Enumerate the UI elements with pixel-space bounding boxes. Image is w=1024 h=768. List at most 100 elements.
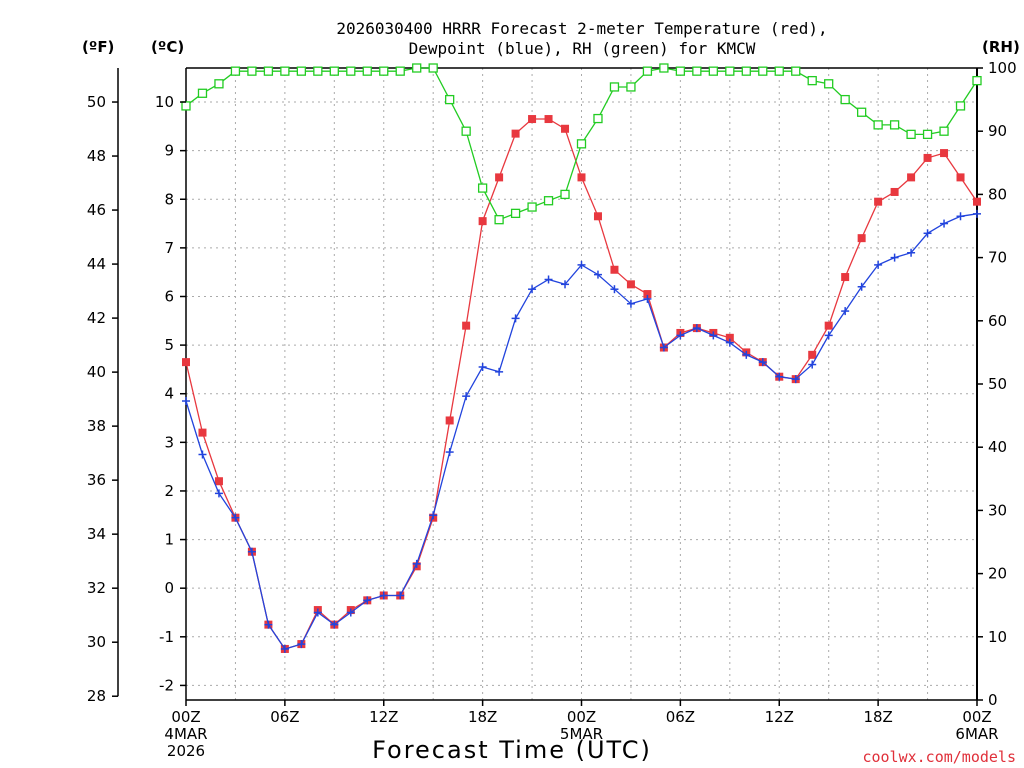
rh-tick-label: 30 [988, 501, 1007, 519]
temperature-point [626, 280, 635, 289]
rh-tick-label: 50 [988, 375, 1007, 393]
dewpoint-point [923, 229, 932, 238]
dewpoint-point [775, 372, 784, 381]
dewpoint-point [379, 591, 388, 600]
dewpoint-point [577, 260, 586, 269]
temperature-point [462, 321, 471, 330]
temperature-point [561, 124, 570, 133]
rh-tick-label: 0 [988, 691, 998, 709]
rh-point [329, 66, 339, 76]
rh-point [181, 101, 191, 111]
temperature-point [874, 197, 883, 206]
dewpoint-point [445, 448, 454, 457]
dewpoint-point [478, 362, 487, 371]
rh-point [972, 75, 982, 86]
fahrenheit-tick-label: 34 [87, 525, 106, 543]
temperature-point [940, 149, 949, 158]
fahrenheit-tick-label: 50 [87, 93, 106, 111]
rh-point [412, 63, 422, 73]
rh-tick-label: 10 [988, 628, 1007, 646]
rh-point [395, 66, 405, 76]
rh-point [346, 66, 356, 76]
temperature-point [923, 153, 932, 162]
rh-point [774, 66, 784, 76]
temperature-point [808, 350, 817, 359]
dewpoint-point [396, 591, 405, 600]
dewpoint-point [511, 314, 520, 323]
x-tick-label: 12Z [369, 708, 398, 726]
celsius-tick-label: 4 [164, 385, 174, 403]
celsius-tick-label: 8 [164, 190, 174, 208]
fahrenheit-tick-label: 32 [87, 579, 106, 597]
temperature-point [824, 321, 833, 330]
dewpoint-point [363, 596, 372, 605]
dewpoint-point [412, 559, 421, 568]
dewpoint-point [198, 450, 207, 459]
rh-point [824, 79, 834, 89]
dewpoint-point [330, 620, 339, 629]
dewpoint-point [593, 270, 602, 279]
dewpoint-point [626, 299, 635, 308]
unit-label-celsius: (ºC) [151, 38, 184, 56]
celsius-tick-label: 9 [164, 142, 174, 160]
dewpoint-point [742, 350, 751, 359]
dewpoint-point [610, 285, 619, 294]
rh-point [477, 183, 488, 193]
rh-point [791, 66, 801, 76]
dewpoint-point [313, 608, 322, 617]
temperature-point [544, 115, 553, 124]
rh-point [840, 94, 850, 105]
fahrenheit-tick-label: 48 [87, 147, 106, 165]
rh-point [296, 66, 307, 76]
x-tick-label: 00Z [171, 708, 200, 726]
dewpoint-point [890, 253, 899, 262]
rh-point [576, 139, 587, 149]
fahrenheit-tick-label: 36 [87, 471, 106, 489]
rh-point [692, 66, 702, 76]
rh-point [922, 129, 933, 140]
credit-text[interactable]: coolwx.com/models [862, 748, 1016, 766]
rh-point [494, 215, 504, 225]
celsius-tick-label: 3 [164, 433, 174, 451]
temperature-point [478, 217, 487, 226]
dewpoint-point [973, 209, 981, 218]
fahrenheit-tick-label: 38 [87, 417, 106, 435]
rh-point [197, 88, 208, 98]
dewpoint-point [495, 367, 504, 376]
temperature-point [725, 333, 734, 342]
rh-point [807, 75, 817, 86]
tick-labels: 283032343638404244464850-2-1012345678910… [87, 59, 1017, 760]
x-tick-date-label: 6MAR [955, 725, 998, 743]
rh-point [428, 63, 438, 73]
dewpoint-point [214, 489, 223, 498]
rh-point [543, 196, 554, 206]
dewpoint-point [429, 511, 438, 520]
rh-tick-label: 70 [988, 249, 1007, 267]
chart-title-line1: 2026030400 HRRR Forecast 2-meter Tempera… [336, 19, 827, 38]
rh-point [247, 66, 257, 76]
grid-lines [186, 68, 977, 700]
x-tick-label: 18Z [863, 708, 892, 726]
dewpoint-point [808, 360, 817, 369]
fahrenheit-tick-label: 42 [87, 309, 106, 327]
series-layer [181, 63, 982, 653]
x-tick-date-label: 4MAR [164, 725, 207, 743]
dewpoint-point [231, 513, 240, 522]
temperature-point [610, 265, 619, 274]
rh-point [379, 66, 389, 76]
rh-point [461, 126, 471, 136]
x-tick-label: 12Z [765, 708, 794, 726]
dewpoint-point [462, 392, 471, 401]
rh-point [280, 66, 290, 76]
unit-label-rh: (RH) [982, 38, 1020, 56]
dewpoint-point [758, 358, 767, 367]
x-tick-date-label: 5MAR [560, 725, 603, 743]
chart-title-line2: Dewpoint (blue), RH (green) for KMCW [409, 39, 756, 58]
rh-tick-label: 90 [988, 122, 1007, 140]
rh-point [626, 82, 636, 92]
rh-point [939, 126, 949, 136]
fahrenheit-tick-label: 30 [87, 633, 106, 651]
x-tick-label: 18Z [468, 708, 497, 726]
temperature-point [528, 115, 537, 124]
